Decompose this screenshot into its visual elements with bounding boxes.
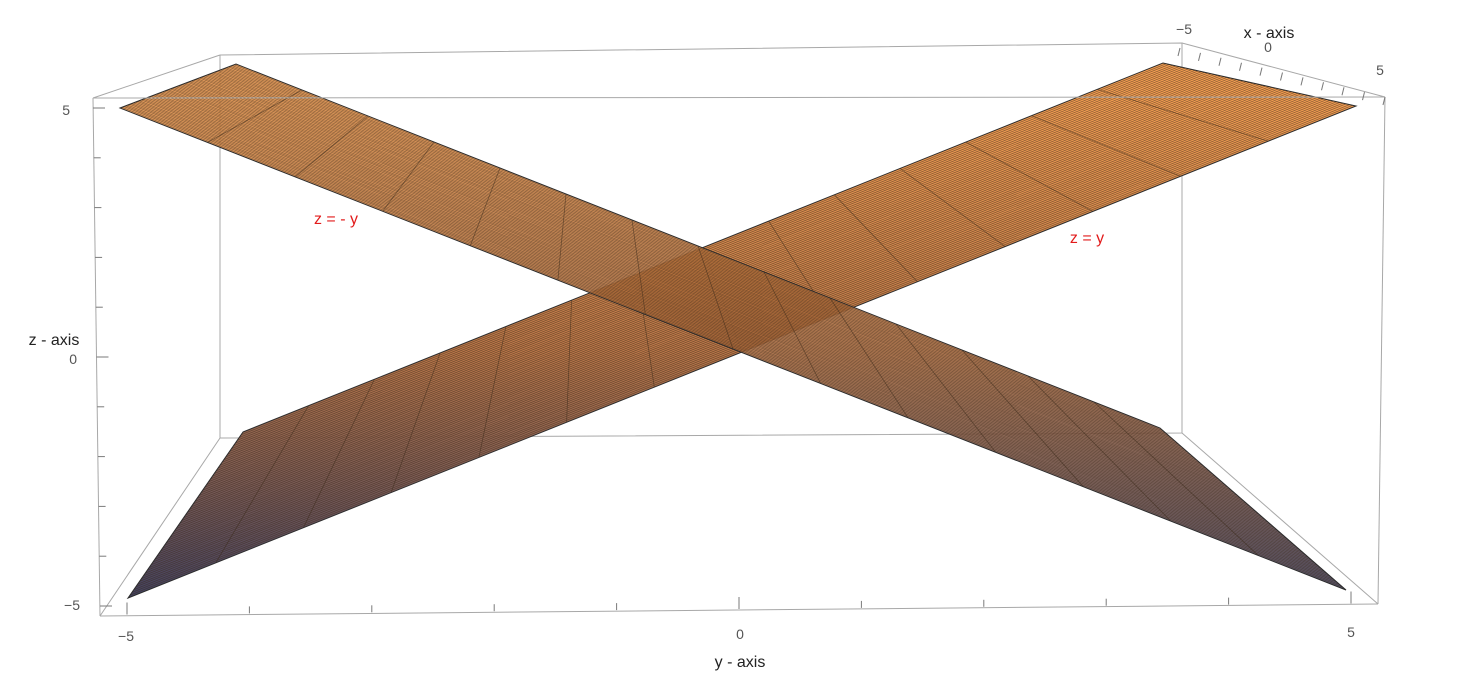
tick-mark [1300, 77, 1304, 86]
tick-mark [1198, 52, 1201, 62]
mesh-line [202, 76, 1213, 475]
y-tick-label: 5 [1347, 624, 1355, 640]
mesh-line [125, 105, 1337, 583]
x-tick-label: 0 [1264, 39, 1272, 55]
tick-mark [1321, 82, 1324, 91]
mesh-line [127, 104, 1334, 580]
mesh-line [123, 106, 1340, 585]
tick-mark [1382, 96, 1386, 106]
z-tick-label: 0 [69, 351, 77, 367]
mesh-line [164, 90, 1275, 529]
x-axis-label: x - axis [1244, 25, 1295, 42]
mesh-line [154, 94, 1291, 542]
tick-mark [1218, 57, 1222, 66]
mesh-line [150, 95, 1297, 548]
mesh-line [162, 91, 1278, 531]
mesh-line [224, 68, 1179, 445]
mesh-line [231, 65, 1167, 434]
mesh-line [148, 96, 1300, 550]
x-tick-labels: −5 0 5 [1176, 21, 1384, 78]
z-tick-labels: 5 0 −5 [62, 102, 80, 613]
mesh-line [173, 87, 1260, 515]
tick-marks [93, 47, 1386, 615]
mesh-line [197, 78, 1223, 483]
x-tick-label: 5 [1376, 62, 1384, 78]
mesh-line [175, 86, 1257, 513]
mesh-line [133, 102, 1325, 572]
y-axis-label: y - axis [715, 654, 766, 671]
mesh-line [177, 85, 1254, 510]
mesh-line [168, 89, 1269, 523]
mesh-line [220, 69, 1185, 450]
mesh-line [170, 88, 1266, 521]
mesh-line [226, 67, 1176, 442]
mesh-line [166, 90, 1272, 526]
y-tick-label: −5 [118, 628, 134, 644]
mesh-line [160, 92, 1282, 534]
plane-z-equals-neg-y [118, 63, 1347, 591]
mesh-line [216, 70, 1192, 456]
annotation-z-equals-neg-y: z = - y [314, 211, 358, 228]
mesh-line [193, 79, 1229, 488]
z-tick-label: −5 [64, 597, 80, 613]
mesh-line [172, 87, 1263, 518]
mesh-line [129, 103, 1331, 577]
tick-mark [1259, 67, 1263, 76]
mesh-line [146, 97, 1303, 553]
mesh-line [204, 75, 1210, 472]
mesh-line [183, 83, 1244, 502]
y-tick-label: 0 [736, 626, 744, 642]
tick-mark [1341, 87, 1345, 96]
mesh-line [230, 65, 1170, 437]
mesh-line [199, 77, 1220, 480]
x-tick-label: −5 [1176, 21, 1192, 37]
mesh-line [137, 101, 1319, 567]
plane-z-equals-neg-y-mesh [121, 64, 1344, 588]
mesh-line [139, 100, 1316, 564]
mesh-line [144, 98, 1306, 556]
mesh-line [143, 98, 1309, 558]
mesh-line [179, 84, 1251, 507]
mesh-line [228, 66, 1173, 440]
mesh-line [152, 95, 1294, 545]
bounding-box-front [92, 96, 1386, 617]
mesh-line [208, 73, 1204, 467]
mesh-line [158, 92, 1285, 537]
bounding-box-back [92, 42, 1386, 617]
mesh-line [156, 93, 1288, 540]
mesh-line [210, 73, 1201, 464]
mesh-line [218, 70, 1189, 453]
mesh-line [195, 79, 1226, 486]
tick-mark [1362, 91, 1365, 101]
mesh-line [191, 80, 1232, 491]
mesh-line [222, 68, 1182, 448]
z-axis-label: z - axis [29, 332, 80, 349]
mesh-line [206, 74, 1207, 469]
mesh-line [214, 71, 1195, 459]
z-tick-label: 5 [62, 102, 70, 118]
tick-mark [1239, 62, 1242, 71]
mesh-line [187, 81, 1238, 496]
mesh-line [141, 99, 1313, 561]
mesh-line [233, 64, 1164, 432]
tick-mark [1177, 47, 1181, 57]
mesh-line [131, 103, 1328, 575]
mesh-line [212, 72, 1198, 461]
mesh-line [135, 101, 1322, 569]
mesh-line [181, 84, 1247, 504]
mesh-line [185, 82, 1241, 499]
tick-mark [1280, 72, 1283, 81]
annotation-z-equals-y: z = y [1070, 230, 1104, 247]
mesh-line [201, 76, 1216, 477]
y-tick-labels: −5 0 5 [118, 624, 1355, 644]
mesh-line [189, 81, 1235, 494]
mesh-line [121, 106, 1344, 588]
